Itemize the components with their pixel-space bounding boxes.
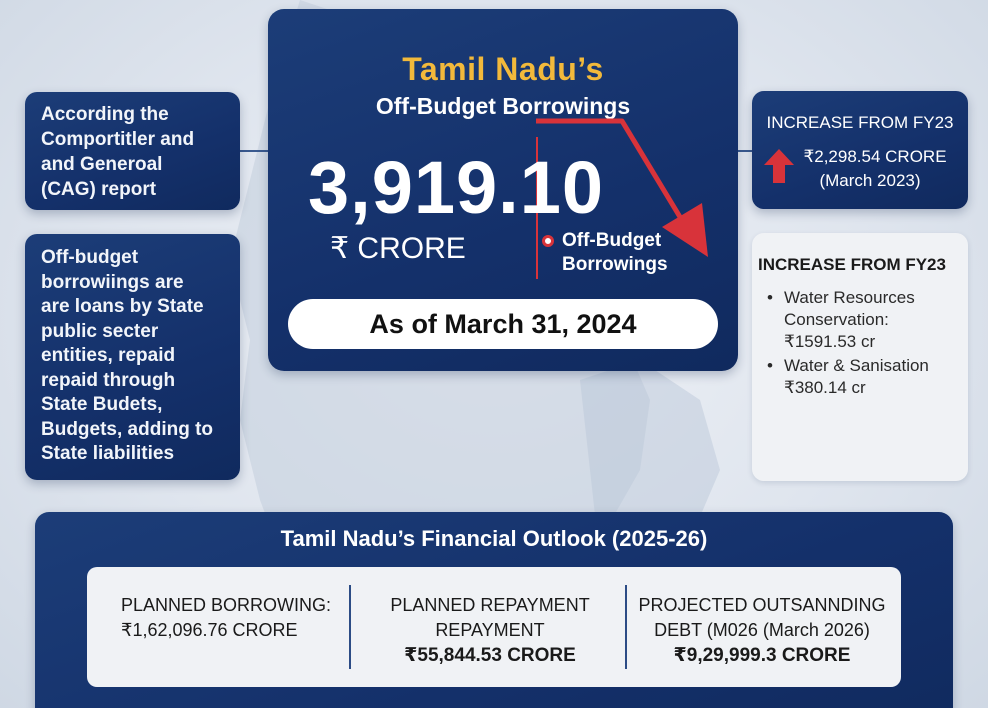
increase-items-box: INCREASE FROM FY23 • Water Resources Con… (752, 233, 968, 481)
col-value: ₹9,29,999.3 CRORE (673, 645, 851, 666)
definition-line: entities, repaid (41, 345, 176, 366)
cag-report-box: According the Comportitler and and Gener… (25, 92, 240, 210)
hero-sub-label: Off-Budget Borrowings (562, 229, 668, 277)
col-label: REPAYMENT (435, 620, 545, 640)
cag-line: Comportitler and (41, 129, 195, 150)
bullet-icon: • (767, 288, 773, 307)
list-item: • Water & Sanisation ₹380.14 cr (758, 355, 962, 399)
date-pill: As of March 31, 2024 (288, 299, 718, 349)
definition-line: are loans by State (41, 296, 204, 317)
connector-line-left (240, 150, 270, 152)
planned-borrowing: PLANNED BORROWING: ₹1,62,096.76 CRORE (121, 593, 351, 643)
hero-divider (536, 137, 538, 279)
hero-title: Tamil Nadu’s (402, 51, 604, 87)
increase-date: (March 2023) (819, 171, 921, 190)
down-trend-arrow-icon (536, 118, 708, 257)
item-line: Conservation: (784, 310, 889, 329)
hero-sub-line: Off-Budget (562, 230, 662, 251)
column-divider (349, 585, 351, 669)
connector-line-right (736, 150, 754, 152)
col-label: PLANNED BORROWING: (121, 595, 332, 615)
definition-line: Off-budget (41, 247, 139, 268)
hero-amount: 3,919.10 (308, 146, 605, 229)
definition-line: public secter (41, 320, 159, 342)
cag-line: (CAG) report (41, 179, 157, 200)
cag-line: According the (41, 104, 169, 125)
col-value: ₹55,844.53 CRORE (404, 645, 576, 666)
hero-unit: ₹ CRORE (330, 232, 466, 265)
increase-title: INCREASE FROM FY23 (766, 113, 954, 132)
definition-line: Budgets, adding to (41, 418, 214, 440)
item-line: Water Resources (784, 288, 915, 307)
item-line: ₹380.14 cr (784, 378, 866, 397)
increase-box: INCREASE FROM FY23 ₹2,298.54 CRORE (Marc… (752, 91, 968, 209)
cag-line: and Generoal (41, 154, 163, 175)
list-item: • Water Resources Conservation: ₹1591.53… (758, 287, 962, 353)
bullet-icon: • (767, 356, 773, 375)
projected-outstanding-debt: PROJECTED OUTSANNDING DEBT (M026 (March … (631, 593, 893, 668)
bullet-dot-icon (542, 235, 554, 247)
hero-panel: Tamil Nadu’s Off-Budget Borrowings 3,919… (268, 9, 738, 371)
items-title: INCREASE FROM FY23 (758, 255, 946, 274)
up-arrow-icon (764, 149, 794, 183)
col-label: DEBT (M026 (March 2026) (654, 620, 870, 640)
definition-line: borrowiings are (41, 271, 184, 293)
item-line: ₹1591.53 cr (784, 332, 876, 351)
hero-subtitle: Off-Budget Borrowings (375, 93, 631, 119)
item-line: Water & Sanisation (784, 356, 929, 375)
outlook-title: Tamil Nadu’s Financial Outlook (2025-26) (280, 526, 708, 551)
definition-line: repaid through (41, 369, 176, 391)
increase-value: ₹2,298.54 CRORE (803, 147, 947, 166)
planned-repayment: PLANNED REPAYMENT REPAYMENT ₹55,844.53 C… (359, 593, 621, 668)
definition-box: Off-budget borrowiings are are loans by … (25, 234, 240, 480)
definition-line: State liabilities (41, 443, 175, 464)
col-label: PLANNED REPAYMENT (390, 595, 590, 615)
hero-sub-line: Borrowings (562, 254, 668, 275)
col-value: ₹1,62,096.76 CRORE (121, 620, 298, 640)
definition-line: State Budets, (41, 394, 163, 415)
column-divider (625, 585, 627, 669)
outlook-card: PLANNED BORROWING: ₹1,62,096.76 CRORE PL… (87, 567, 901, 687)
col-label: PROJECTED OUTSANNDING (638, 595, 886, 615)
financial-outlook-panel: Tamil Nadu’s Financial Outlook (2025-26)… (35, 512, 953, 708)
